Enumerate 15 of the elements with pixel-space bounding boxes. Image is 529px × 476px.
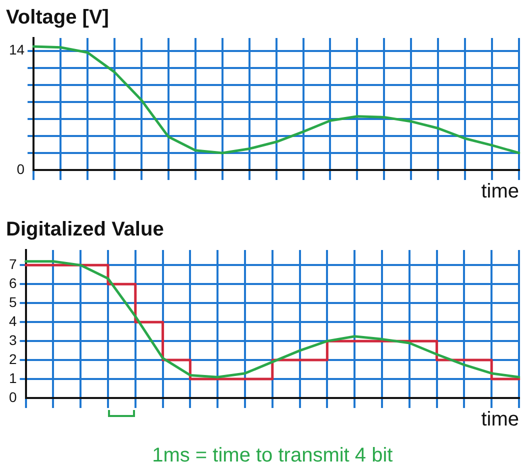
y-tick-label: 3: [8, 332, 17, 348]
y-axis-title: Voltage [V]: [6, 6, 109, 29]
y-tick-label: 4: [8, 312, 17, 329]
y-tick-label: 14: [8, 42, 25, 58]
x-axis-title: time: [481, 408, 519, 431]
y-tick-label: 5: [8, 294, 17, 310]
y-axis-title: Digitalized Value: [6, 218, 164, 241]
x-axis-title: time: [481, 180, 519, 203]
y-tick-label: 6: [8, 275, 17, 292]
y-tick-label: 1: [8, 370, 17, 386]
y-tick-label: 2: [8, 350, 17, 367]
y-tick-label: 0: [8, 388, 17, 405]
y-tick-label: 0: [16, 160, 25, 177]
text: 1ms = time to transmit 4 bit: [152, 444, 394, 467]
y-tick-label: 7: [8, 256, 17, 272]
